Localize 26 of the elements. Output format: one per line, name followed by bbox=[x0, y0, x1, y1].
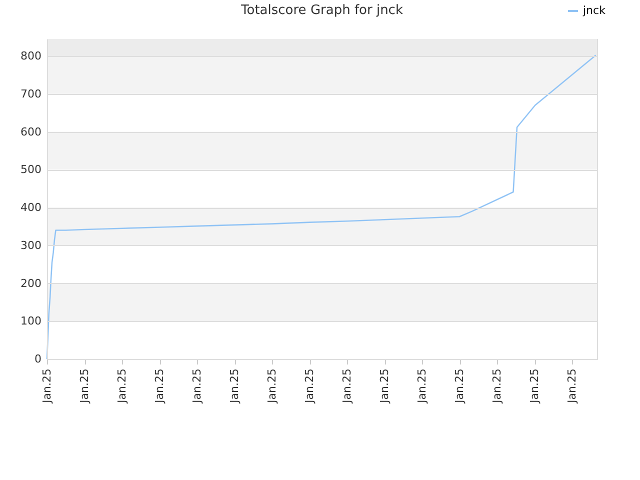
x-tick-label: Jan.25 bbox=[78, 368, 91, 404]
x-tick-label: Jan.25 bbox=[453, 368, 466, 404]
x-tick-label: Jan.25 bbox=[40, 368, 54, 404]
y-tick-label: 300 bbox=[20, 238, 42, 252]
y-tick-label: 0 bbox=[34, 352, 42, 366]
y-tick-label: 100 bbox=[20, 314, 42, 328]
x-tick-label: Jan.25 bbox=[153, 368, 166, 404]
y-tick-label: 600 bbox=[20, 125, 42, 138]
y-tick-label: 200 bbox=[20, 276, 42, 290]
x-tick-label: Jan.25 bbox=[228, 368, 241, 404]
x-tick-label: Jan.25 bbox=[116, 368, 128, 404]
legend-label: jnck bbox=[582, 4, 606, 17]
x-tick-label: Jan.25 bbox=[566, 368, 578, 404]
chart-title: Totalscore Graph for jnck bbox=[240, 3, 404, 18]
x-tick-label: Jan.25 bbox=[190, 368, 204, 404]
x-tick-label: Jan.25 bbox=[340, 368, 354, 404]
x-tick-label: Jan.25 bbox=[378, 368, 391, 404]
x-tick-label: Jan.25 bbox=[266, 368, 278, 404]
x-tick-label: Jan.25 bbox=[528, 368, 541, 404]
y-tick-label: 700 bbox=[20, 87, 42, 100]
x-tick-label: Jan.25 bbox=[490, 368, 504, 404]
y-tick-label: 400 bbox=[20, 201, 42, 214]
x-tick-label: Jan.25 bbox=[416, 368, 428, 404]
y-tick-label: 500 bbox=[20, 163, 42, 176]
y-tick-label: 800 bbox=[20, 50, 42, 63]
x-tick-label: Jan.25 bbox=[303, 368, 316, 404]
